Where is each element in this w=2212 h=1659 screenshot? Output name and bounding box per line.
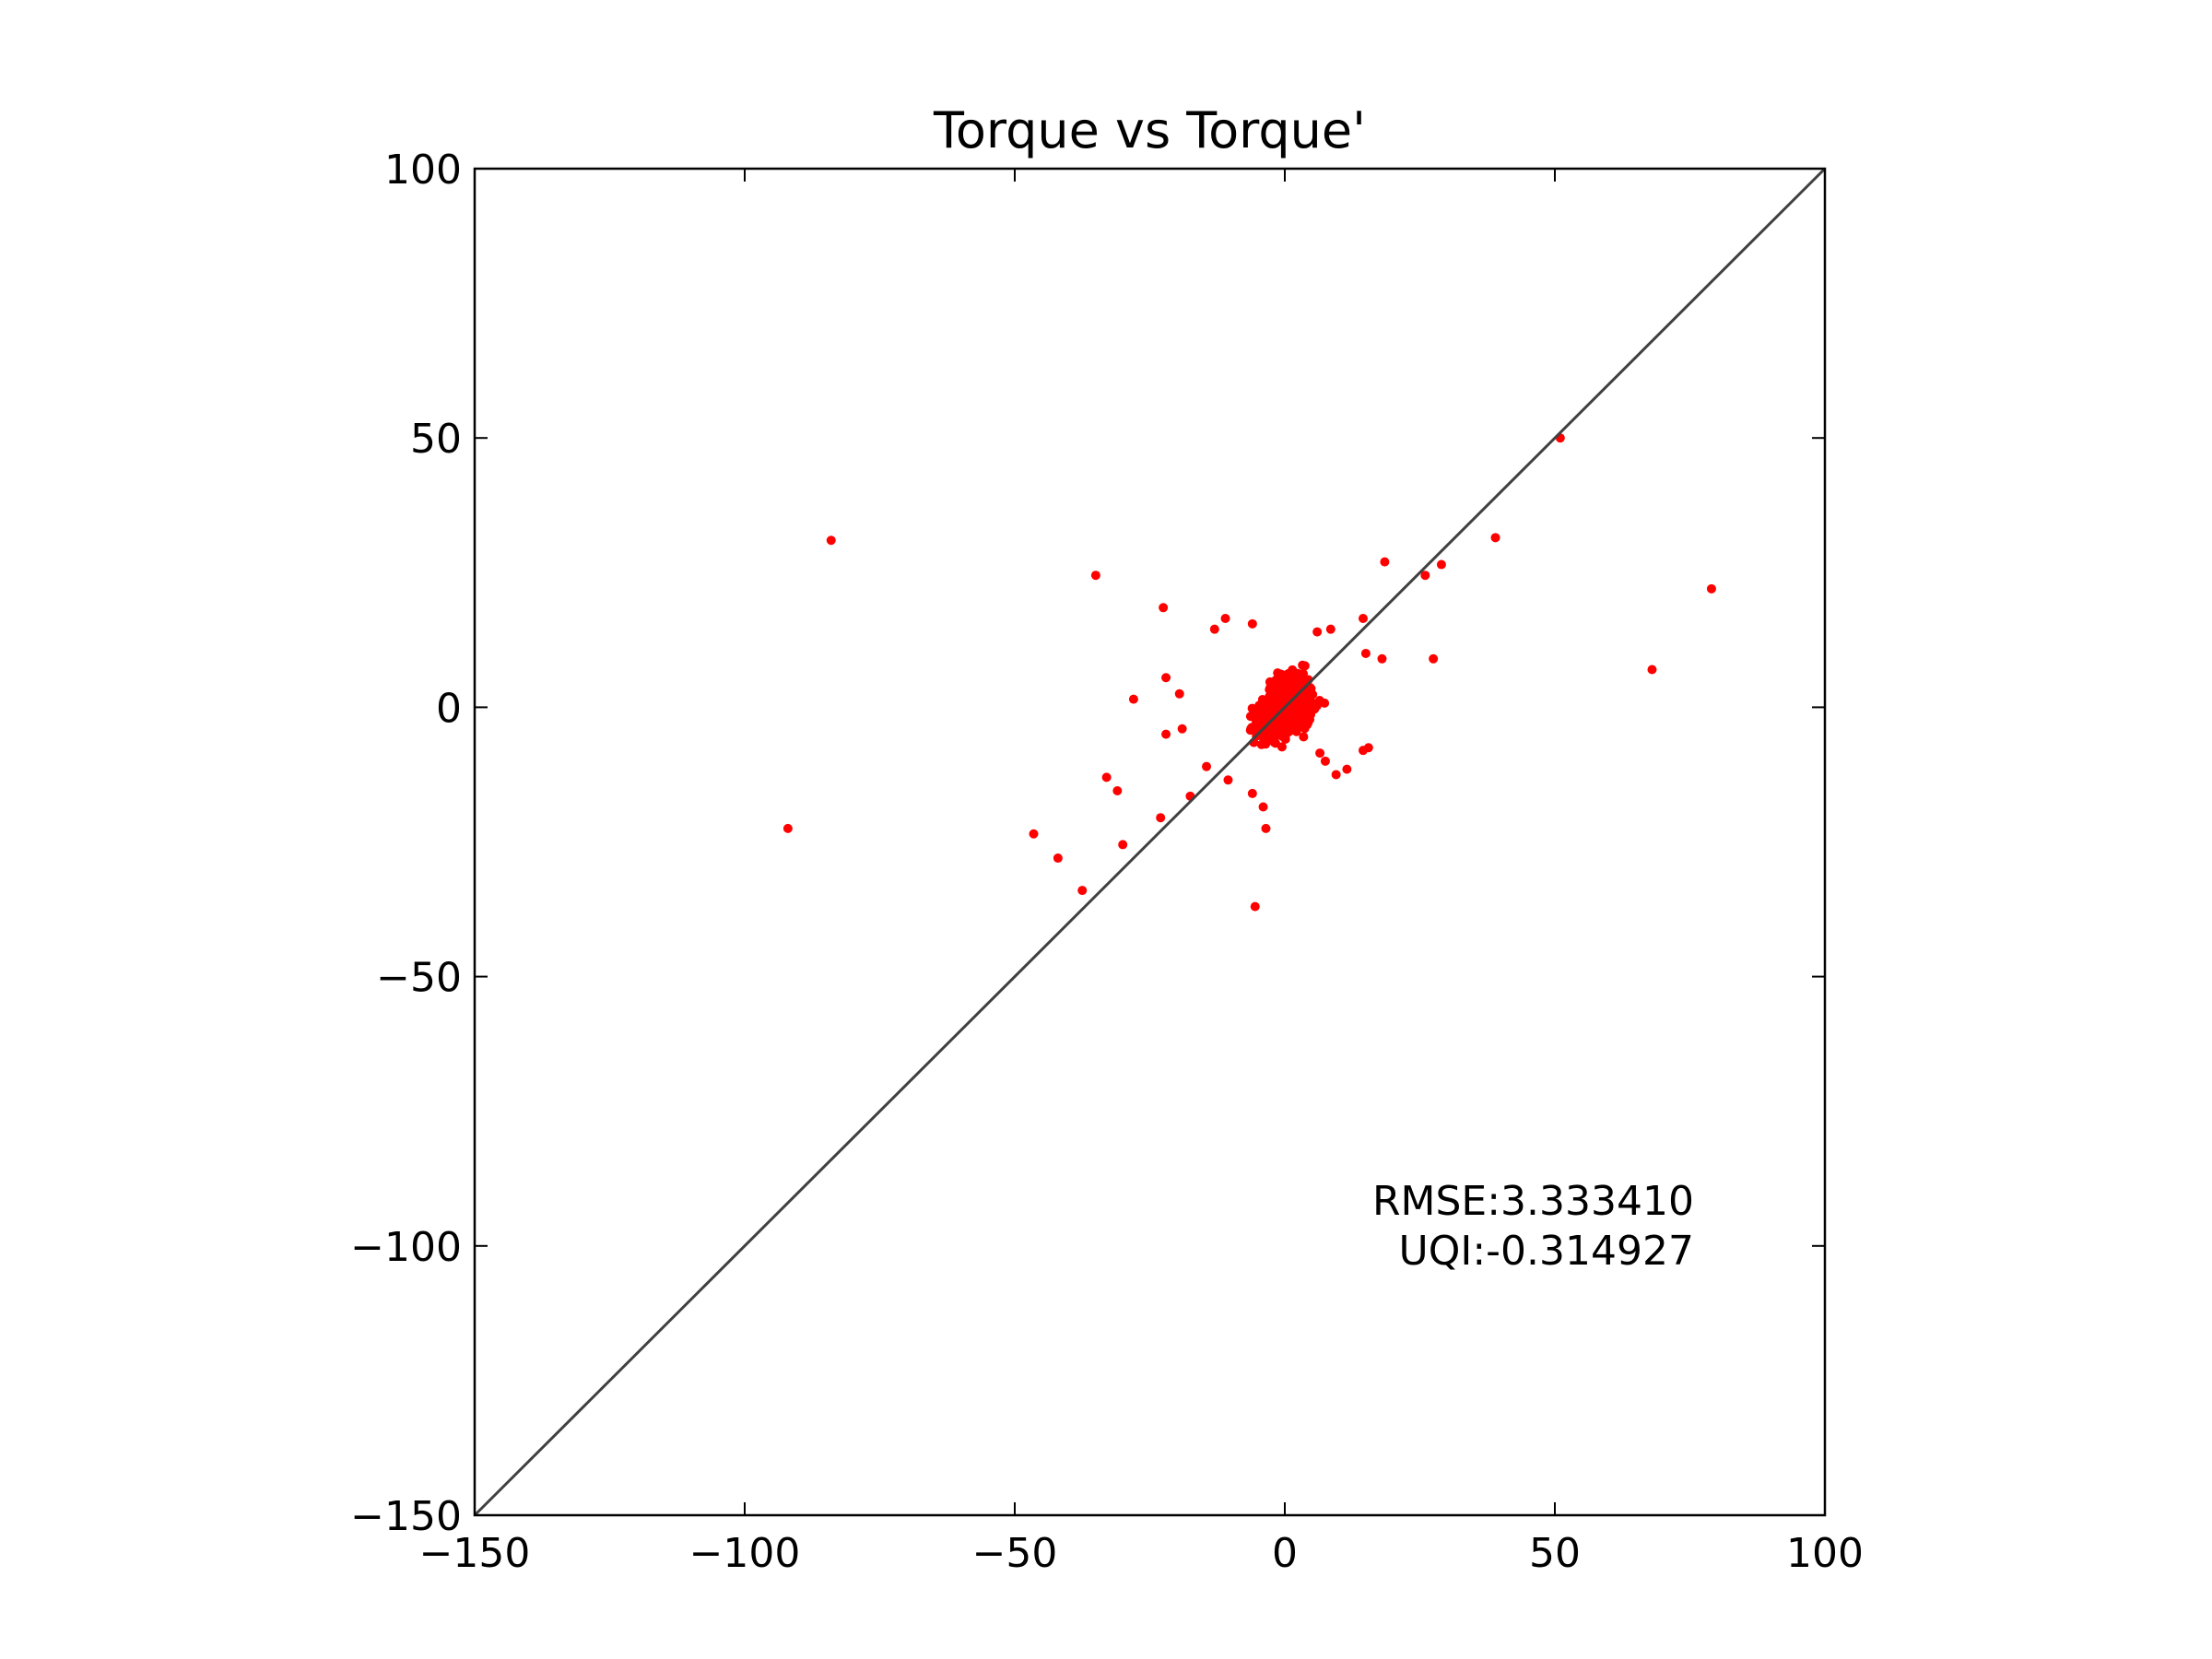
data-point bbox=[1161, 729, 1171, 739]
data-point bbox=[782, 823, 793, 833]
data-point bbox=[1377, 653, 1387, 664]
data-point bbox=[1490, 533, 1500, 543]
y-tick-label: −150 bbox=[350, 1493, 462, 1540]
x-tick-label: 100 bbox=[1786, 1530, 1864, 1577]
x-tick-label: −100 bbox=[689, 1530, 801, 1577]
y-tick-label: 0 bbox=[436, 685, 462, 732]
data-point bbox=[1291, 726, 1301, 736]
data-point bbox=[1706, 583, 1716, 594]
data-point bbox=[1118, 840, 1128, 850]
x-tick-label: −150 bbox=[419, 1530, 531, 1577]
data-point bbox=[1266, 703, 1277, 713]
data-point bbox=[1420, 571, 1430, 581]
data-point bbox=[1298, 660, 1308, 670]
chart-title: Torque vs Torque' bbox=[933, 101, 1366, 159]
y-tick-label: −50 bbox=[376, 955, 462, 1002]
data-point bbox=[1128, 694, 1138, 704]
rmse-annotation: RMSE:3.333410 bbox=[1372, 1178, 1694, 1225]
data-point bbox=[1090, 571, 1100, 581]
data-point bbox=[1342, 764, 1352, 774]
data-point bbox=[1282, 712, 1292, 723]
x-tick-label: −50 bbox=[972, 1530, 1058, 1577]
annotation-layer: RMSE:3.333410 UQI:-0.314927 bbox=[1372, 1178, 1694, 1275]
reference-line-layer bbox=[473, 167, 1827, 1517]
data-point bbox=[1265, 677, 1275, 687]
data-point bbox=[1315, 748, 1325, 759]
uqi-annotation: UQI:-0.314927 bbox=[1399, 1228, 1694, 1275]
data-point bbox=[1312, 627, 1323, 637]
axes-layer: −150 −100 −50 0 50 100 −150 −100 −50 0 50 100 bbox=[350, 147, 1864, 1577]
data-point bbox=[1299, 732, 1309, 742]
x-tick-label: 0 bbox=[1272, 1530, 1298, 1577]
data-point bbox=[1156, 813, 1166, 823]
data-point bbox=[1436, 559, 1446, 570]
data-point bbox=[1029, 829, 1039, 839]
data-point bbox=[1320, 698, 1330, 708]
data-point bbox=[1297, 672, 1307, 682]
data-point bbox=[1112, 785, 1123, 795]
data-point bbox=[1284, 668, 1294, 678]
data-point bbox=[1159, 603, 1169, 613]
identity-line bbox=[473, 167, 1827, 1517]
data-point bbox=[1277, 742, 1287, 752]
data-point bbox=[1269, 732, 1279, 742]
x-tick-label: 50 bbox=[1529, 1530, 1581, 1577]
data-point bbox=[1325, 624, 1335, 634]
data-point bbox=[1303, 709, 1313, 719]
data-point bbox=[1363, 743, 1373, 753]
data-point bbox=[1220, 613, 1230, 623]
data-point bbox=[1360, 648, 1371, 658]
data-point bbox=[1331, 770, 1341, 780]
y-tick-label: −100 bbox=[350, 1224, 462, 1271]
data-point bbox=[1202, 761, 1212, 771]
data-point bbox=[1101, 772, 1112, 782]
data-point bbox=[1310, 704, 1320, 714]
data-point bbox=[1261, 823, 1271, 833]
data-point bbox=[1053, 853, 1063, 864]
data-point bbox=[1247, 723, 1257, 733]
data-point bbox=[1258, 802, 1268, 812]
data-point bbox=[1209, 624, 1219, 634]
data-point bbox=[1283, 725, 1293, 735]
data-point bbox=[1253, 708, 1264, 718]
data-point bbox=[1247, 618, 1257, 629]
data-point bbox=[1320, 756, 1330, 766]
data-point bbox=[1077, 886, 1088, 896]
data-point bbox=[1250, 901, 1260, 912]
data-point bbox=[1429, 653, 1439, 664]
plot-frame bbox=[473, 167, 1827, 1517]
data-point bbox=[1647, 665, 1657, 675]
data-point bbox=[1261, 719, 1271, 729]
data-point bbox=[1287, 677, 1297, 687]
y-tick-label: 50 bbox=[410, 416, 462, 463]
data-point bbox=[1223, 775, 1233, 785]
data-point bbox=[1358, 613, 1368, 623]
data-point bbox=[1273, 668, 1283, 678]
data-point bbox=[1161, 673, 1171, 683]
data-point bbox=[1291, 710, 1301, 720]
data-point bbox=[1247, 788, 1257, 798]
data-point bbox=[1177, 724, 1187, 734]
data-point bbox=[1174, 688, 1184, 699]
data-point bbox=[1271, 723, 1281, 733]
data-point bbox=[1380, 557, 1390, 567]
y-tick-label: 100 bbox=[384, 147, 462, 194]
data-point bbox=[826, 535, 836, 546]
